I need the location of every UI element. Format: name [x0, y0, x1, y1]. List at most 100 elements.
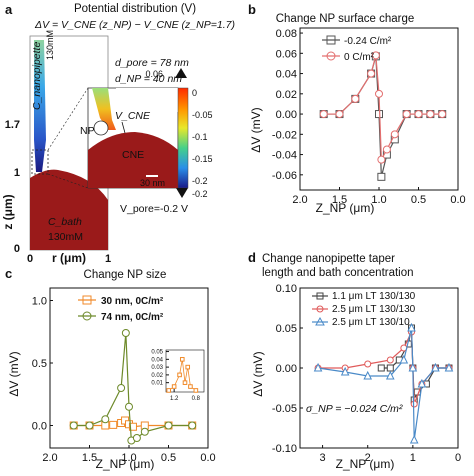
plot-c-xtick-4: 0.0: [200, 452, 215, 464]
colorbar-bottom: -0.2: [192, 189, 208, 199]
panel-d-xlabel: Z_NP (μm): [336, 457, 395, 471]
plot-d-ytick-2: 0.00: [276, 363, 297, 375]
nanoparticle: [93, 120, 109, 136]
plot-c-series-1-point-2: [101, 415, 110, 424]
plot-d-series-2-point-3: [385, 370, 395, 380]
panel-b-ylabel: ΔV (mV): [249, 107, 263, 152]
svg-text:0: 0: [14, 243, 20, 255]
plot-d-xtick-2: 1: [410, 452, 416, 464]
r-axis-label: r (μm): [52, 251, 86, 265]
panel-c-legend: 30 nm, 0C/m² 74 nm, 0C/m²: [78, 295, 164, 323]
plot-d-ytick-3: 0.05: [276, 323, 297, 335]
plot-d-series-2-point-2: [363, 370, 373, 380]
legend-d-2: 2.5 μm LT 130/10: [332, 317, 410, 328]
plot-d-ytick-4: 0.10: [276, 283, 297, 295]
inset-c-ytick-3: 0.04: [151, 357, 163, 363]
plot-b-series-0-point-6: [377, 172, 386, 181]
plot-b-series-1-point-8: [390, 130, 399, 139]
chart-b: 2.0 1.5 1.0 0.5 0.0 -0.06 -0.04 -0.02 0.00 0.02 0.…: [272, 27, 466, 206]
svg-text:0: 0: [27, 253, 33, 265]
plot-b-ytick-2: -0.02: [272, 129, 297, 141]
np-label: NP: [80, 125, 95, 137]
plot-d-xtick-1: 2: [365, 452, 371, 464]
plot-d-series-0-point-1: [386, 364, 394, 372]
colorbar-bottom-arrow: [176, 188, 188, 198]
plot-b-series-0-point-5: [375, 110, 383, 119]
plot-d-ytick-0: -0.10: [272, 443, 297, 455]
panel-c-title: Change NP size: [84, 269, 167, 281]
chart-d: 3 2 1 0 -0.10 -0.05 0.00 0.05 0.10: [272, 283, 461, 464]
zoom-inset: NP V_CNE CNE 30 nm: [80, 87, 179, 189]
inset-c-series-0-point-4: [182, 380, 188, 385]
panel-d-label: d: [248, 250, 256, 265]
legend-marker-b-1: [326, 51, 336, 61]
panel-c-ylabel: ΔV (mV): [7, 351, 21, 396]
bath-conc: 130mM: [48, 231, 83, 243]
plot-c-series-1-point-8: [140, 427, 149, 436]
plot-b-series-1-line: [323, 55, 443, 162]
np-diameter: d_NP = 40 nm: [115, 73, 182, 85]
plot-c-series-1-point-9: [164, 421, 173, 430]
inset-c-ytick-4: 0.05: [151, 350, 163, 356]
plot-c-series-1-point-3: [117, 384, 126, 392]
plot-c-series-0-point-7: [128, 422, 137, 431]
legend-d-1: 2.5 μm LT 130/130: [332, 304, 416, 315]
inset-c-series-0-point-1: [171, 384, 177, 389]
panel-c-xlabel: Z_NP (μm): [96, 457, 155, 471]
svg-text:1.7: 1.7: [5, 119, 20, 131]
plot-b-ytick-0: -0.06: [272, 170, 297, 182]
plot-d-xtick-3: 0: [455, 452, 461, 464]
svg-text:-0.05: -0.05: [192, 110, 213, 120]
legend-d-0: 1.1 μm LT 130/130: [332, 291, 416, 302]
colorbar-top: 0.06: [145, 69, 163, 79]
chart-c: 2.0 1.5 1.0 0.5 0.0 0.0 0.5 1.0: [32, 287, 216, 464]
inset-c-series-0-point-5: [185, 364, 191, 370]
inset-c-series-0-point-7: [193, 388, 199, 393]
panel-a-title: Potential distribution (V): [74, 3, 196, 15]
plot-b-xtick-3: 0.5: [411, 194, 426, 206]
legend-b-1: 0 C/m²: [344, 52, 375, 63]
plot-b-ytick-1: -0.04: [272, 150, 297, 162]
colorbar-ticks: 0 -0.05 -0.1 -0.15 -0.2: [192, 88, 213, 186]
panel-a-axes: 1.7 1 0 z (μm) 0 1 r (μm): [1, 119, 111, 265]
plot-d-series-2-point-7: [409, 434, 419, 444]
svg-text:-0.15: -0.15: [192, 154, 213, 164]
plot-b-series-1-point-7: [382, 145, 391, 154]
plot-b-series-1-point-1: [335, 110, 344, 119]
legend-marker-c-1: [82, 311, 92, 321]
plot-b-ytick-4: 0.02: [276, 89, 297, 101]
plot-d-series-2-point-9: [431, 362, 440, 372]
plot-d-series-0-point-0: [377, 364, 385, 372]
plot-c-series-1-point-5: [125, 402, 133, 411]
plot-b-xtick-4: 0.0: [450, 194, 465, 206]
plot-c-xtick-3: 0.5: [161, 452, 176, 464]
plot-d-series-2-point-4: [399, 354, 409, 364]
plot-c-series-1-point-4: [121, 329, 130, 337]
plot-d-series-1-point-2: [364, 360, 372, 368]
inset-c-ytick-1: 0.02: [151, 373, 163, 379]
vcne-label: V_CNE: [115, 110, 151, 122]
plot-b-xtick-0: 2.0: [292, 194, 307, 206]
colorbar-top-arrow: [175, 68, 187, 78]
svg-text:1: 1: [105, 253, 111, 265]
plot-c-series-1-point-7: [132, 434, 141, 442]
plot-c-ytick-1: 0.5: [32, 358, 47, 370]
legend-c-1: 74 nm, 0C/m²: [101, 312, 164, 323]
panel-a-label: a: [5, 2, 13, 17]
plot-b-series-1-point-0: [319, 110, 328, 119]
plot-d-series-2-point-6: [408, 362, 418, 372]
panel-d-legend: 1.1 μm LT 130/130 2.5 μm LT 130/130 2.5 …: [312, 291, 416, 328]
plot-d-ytick-1: -0.05: [272, 403, 297, 415]
inset-c-ytick-0: 0.01: [151, 381, 163, 387]
bath-label: C_bath: [48, 216, 82, 228]
plot-b-series-1-point-3: [367, 69, 376, 78]
inset-c-series-0-point-6: [188, 384, 193, 389]
plot-b-series-1-point-2: [351, 94, 360, 103]
potential-equation: ΔV = V_CNE (z_NP) − V_CNE (z_NP=1.7): [34, 19, 235, 31]
plot-c-xtick-1: 1.5: [82, 452, 97, 464]
plot-d-series-1-point-7: [410, 400, 418, 408]
panel-b-title: Change NP surface charge: [276, 13, 415, 25]
inset-c-series-0-point-3: [179, 357, 185, 362]
cne-label: CNE: [122, 149, 144, 161]
